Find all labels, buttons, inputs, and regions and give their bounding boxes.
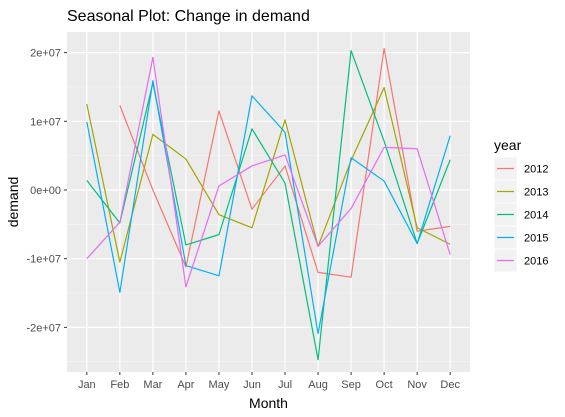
x-tick-label: Apr — [177, 379, 194, 391]
x-axis: Jan Feb Mar Apr May Jun Jul Aug Sep Oct Nov Dec — [78, 372, 461, 391]
y-axis: -2e+07 -1e+07 0e+00 1e+07 2e+07 — [26, 48, 67, 335]
x-tick-label: May — [209, 379, 230, 391]
x-axis-title: Month — [249, 395, 288, 411]
x-tick-label: Oct — [376, 379, 393, 391]
x-tick-label: Dec — [440, 379, 460, 391]
x-tick-label: Sep — [341, 379, 361, 391]
legend-label: 2016 — [524, 256, 548, 268]
x-tick-label: Jan — [78, 379, 96, 391]
y-tick-label: -2e+07 — [26, 322, 61, 334]
x-tick-label: Feb — [110, 379, 129, 391]
legend-label: 2015 — [524, 233, 548, 245]
chart-title: Seasonal Plot: Change in demand — [67, 8, 310, 25]
y-tick-label: 1e+07 — [30, 116, 61, 128]
legend-label: 2014 — [524, 210, 548, 222]
x-tick-label: Jun — [243, 379, 261, 391]
plot-panel — [67, 32, 470, 372]
legend-label: 2013 — [524, 187, 548, 199]
x-tick-label: Aug — [308, 379, 328, 391]
y-tick-label: -1e+07 — [26, 254, 61, 266]
legend: year 2012 2013 2014 2015 2016 — [494, 137, 548, 272]
legend-label: 2012 — [524, 164, 548, 176]
y-tick-label: 0e+00 — [30, 185, 61, 197]
y-axis-title: demand — [5, 177, 21, 228]
y-tick-label: 2e+07 — [30, 48, 61, 60]
x-tick-label: Jul — [278, 379, 292, 391]
legend-title: year — [494, 137, 522, 153]
x-tick-label: Mar — [143, 379, 162, 391]
x-tick-label: Nov — [407, 379, 427, 391]
